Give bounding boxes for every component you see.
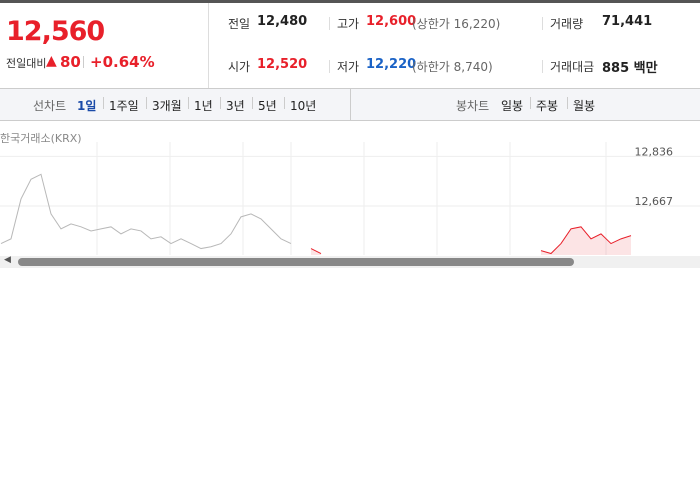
- sep: [188, 97, 189, 109]
- stat-extra: (하한가 8,740): [412, 60, 493, 74]
- price: 12,560: [6, 16, 105, 47]
- stat-label: 거래대금: [550, 60, 595, 74]
- sep: [329, 17, 330, 30]
- tab[interactable]: 월봉: [573, 99, 596, 113]
- sep: [329, 60, 330, 73]
- sep: [542, 17, 543, 30]
- scroll-thumb[interactable]: [18, 258, 574, 266]
- tab[interactable]: 1년: [194, 99, 213, 113]
- source: 한국거래소(KRX): [0, 132, 82, 145]
- stat-label: 저가: [337, 60, 360, 74]
- tab-label: 봉차트: [456, 99, 490, 113]
- sep: [530, 97, 531, 109]
- tab[interactable]: 5년: [258, 99, 277, 113]
- tab[interactable]: 1주일: [109, 99, 139, 113]
- sep: [146, 97, 147, 109]
- stat-value: 885 백만: [602, 61, 658, 76]
- sep: [83, 56, 84, 68]
- stat-label: 거래량: [550, 17, 584, 31]
- stat-value: 12,480: [257, 14, 308, 29]
- top-border: [0, 0, 700, 3]
- stat-value: 12,600: [366, 14, 417, 29]
- area: [541, 226, 631, 255]
- stat-value: 71,441: [602, 14, 653, 29]
- sep: [567, 97, 568, 109]
- chart: 12,836 12,667: [0, 142, 700, 255]
- sep: [542, 60, 543, 73]
- change-pct: +0.64%: [90, 53, 155, 71]
- y-tick-label: 12,836: [635, 145, 674, 158]
- stat-value: 12,520: [257, 57, 308, 72]
- tab[interactable]: 3년: [226, 99, 245, 113]
- divider: [208, 3, 209, 88]
- tab[interactable]: 3개월: [152, 99, 182, 113]
- change: 80: [60, 53, 81, 71]
- stat-label: 고가: [337, 17, 360, 31]
- line: [0, 173, 292, 250]
- up-arrow: ▲: [46, 53, 57, 69]
- change-label: 전일대비: [6, 57, 47, 70]
- divider: [350, 89, 351, 120]
- scroll-left[interactable]: ◀: [4, 255, 11, 265]
- sep: [252, 97, 253, 109]
- line: [310, 248, 322, 254]
- tab[interactable]: 1일: [77, 99, 97, 113]
- stat-value: 12,220: [366, 57, 417, 72]
- sep: [284, 97, 285, 109]
- line: [540, 226, 632, 255]
- tab[interactable]: 주봉: [536, 99, 559, 113]
- stat-label: 시가: [228, 60, 251, 74]
- sep: [103, 97, 104, 109]
- tab[interactable]: 일봉: [501, 99, 524, 113]
- y-tick-label: 12,667: [635, 195, 674, 208]
- stat-label: 전일: [228, 17, 251, 31]
- sep: [220, 97, 221, 109]
- tab-label: 선차트: [33, 99, 67, 113]
- tab[interactable]: 10년: [290, 99, 317, 113]
- stat-extra: (상한가 16,220): [412, 17, 501, 31]
